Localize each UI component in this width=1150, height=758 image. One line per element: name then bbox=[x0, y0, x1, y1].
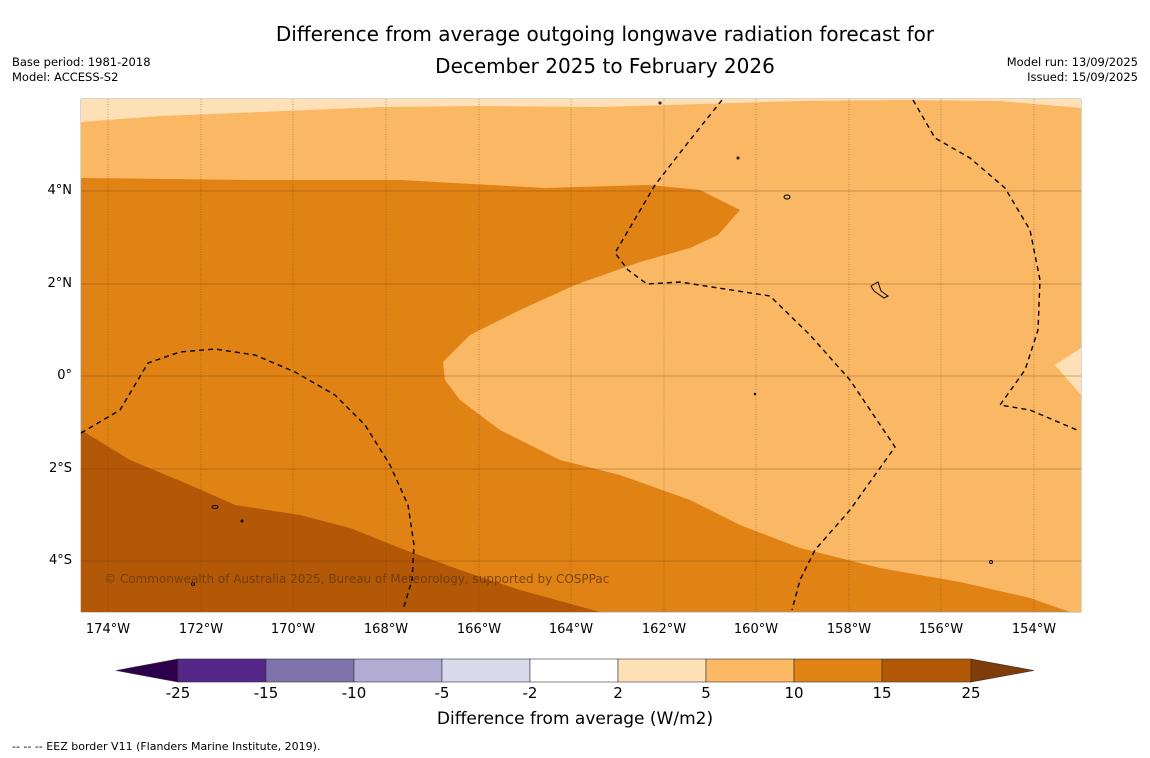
region-5-10-top-strip bbox=[81, 99, 1081, 612]
colorbar-tick-label: 2 bbox=[613, 684, 623, 702]
island-5 bbox=[736, 156, 740, 160]
lon-label: 172°W bbox=[178, 622, 224, 637]
colorbar-tick-label: 5 bbox=[701, 684, 711, 702]
lon-label: 170°W bbox=[270, 622, 316, 637]
chart-title: Difference from average outgoing longwav… bbox=[200, 18, 1010, 82]
colorbar-arrow-low bbox=[115, 658, 179, 683]
colorbar-label: Difference from average (W/m2) bbox=[436, 709, 714, 729]
lon-label: 174°W bbox=[85, 622, 131, 637]
metadata-right: Model run: 13/09/2025 Issued: 15/09/2025 bbox=[1007, 55, 1138, 85]
colorbar-tick-label: -10 bbox=[341, 684, 367, 702]
lon-label: 158°W bbox=[826, 622, 872, 637]
region-15-25-southwest bbox=[81, 430, 600, 612]
colorbar-tick-label: -25 bbox=[165, 684, 191, 702]
lat-label-2n: 2°N bbox=[47, 276, 73, 291]
lat-gridlines bbox=[81, 190, 1081, 562]
model-text: Model: ACCESS-S2 bbox=[12, 70, 119, 84]
colorbar-tick-label: -2 bbox=[522, 684, 538, 702]
island-4 bbox=[658, 101, 662, 105]
lon-label: 162°W bbox=[641, 622, 687, 637]
colorbar-tick-label: -5 bbox=[434, 684, 450, 702]
island-1 bbox=[783, 194, 791, 200]
lat-label-0: 0° bbox=[57, 368, 72, 383]
colorbar-segment bbox=[529, 658, 619, 683]
lon-label: 168°W bbox=[363, 622, 409, 637]
islands bbox=[191, 101, 993, 586]
colorbar-segment bbox=[705, 658, 795, 683]
island-2 bbox=[870, 281, 889, 299]
colorbar-tick-label: 10 bbox=[784, 684, 804, 702]
colorbar-tick-label: -15 bbox=[253, 684, 279, 702]
lat-label-4s: 4°S bbox=[48, 553, 72, 568]
island-6 bbox=[989, 560, 993, 564]
colorbar-segment bbox=[353, 658, 443, 683]
colorbar-tick-label: 25 bbox=[961, 684, 981, 702]
lat-label-4n: 4°N bbox=[47, 183, 73, 198]
lon-label: 166°W bbox=[456, 622, 502, 637]
lat-label-2s: 2°S bbox=[48, 461, 72, 476]
colorbar-segment bbox=[793, 658, 883, 683]
island-3 bbox=[211, 505, 219, 509]
title-line-1: Difference from average outgoing longwav… bbox=[275, 22, 935, 46]
region-2-5-north bbox=[81, 99, 1081, 122]
issued-text: Issued: 15/09/2025 bbox=[1027, 70, 1138, 84]
island-8 bbox=[240, 519, 244, 523]
lon-label: 156°W bbox=[918, 622, 964, 637]
colorbar-segment bbox=[617, 658, 707, 683]
title-line-2: December 2025 to February 2026 bbox=[435, 54, 775, 78]
island-9 bbox=[753, 392, 757, 396]
lon-label: 160°W bbox=[733, 622, 779, 637]
region-2-5-east bbox=[1055, 348, 1081, 395]
gridlines bbox=[107, 99, 1035, 612]
island-7 bbox=[191, 582, 195, 586]
eez-footnote: -- -- -- EEZ border V11 (Flanders Marine… bbox=[12, 740, 321, 753]
lon-label: 154°W bbox=[1011, 622, 1057, 637]
colorbar-tick-label: 15 bbox=[872, 684, 892, 702]
metadata-left: Base period: 1981-2018 Model: ACCESS-S2 bbox=[12, 55, 151, 85]
colorbar-segment bbox=[441, 658, 531, 683]
lon-label: 164°W bbox=[548, 622, 594, 637]
colorbar bbox=[115, 658, 1035, 683]
colorbar-segment bbox=[265, 658, 355, 683]
colorbar-segment bbox=[881, 658, 972, 683]
colorbar-segment bbox=[177, 658, 267, 683]
model-run-text: Model run: 13/09/2025 bbox=[1006, 55, 1138, 69]
copyright-notice: © Commonwealth of Australia 2025, Bureau… bbox=[104, 572, 610, 586]
base-period-text: Base period: 1981-2018 bbox=[12, 55, 151, 69]
colorbar-arrow-high bbox=[970, 658, 1035, 683]
